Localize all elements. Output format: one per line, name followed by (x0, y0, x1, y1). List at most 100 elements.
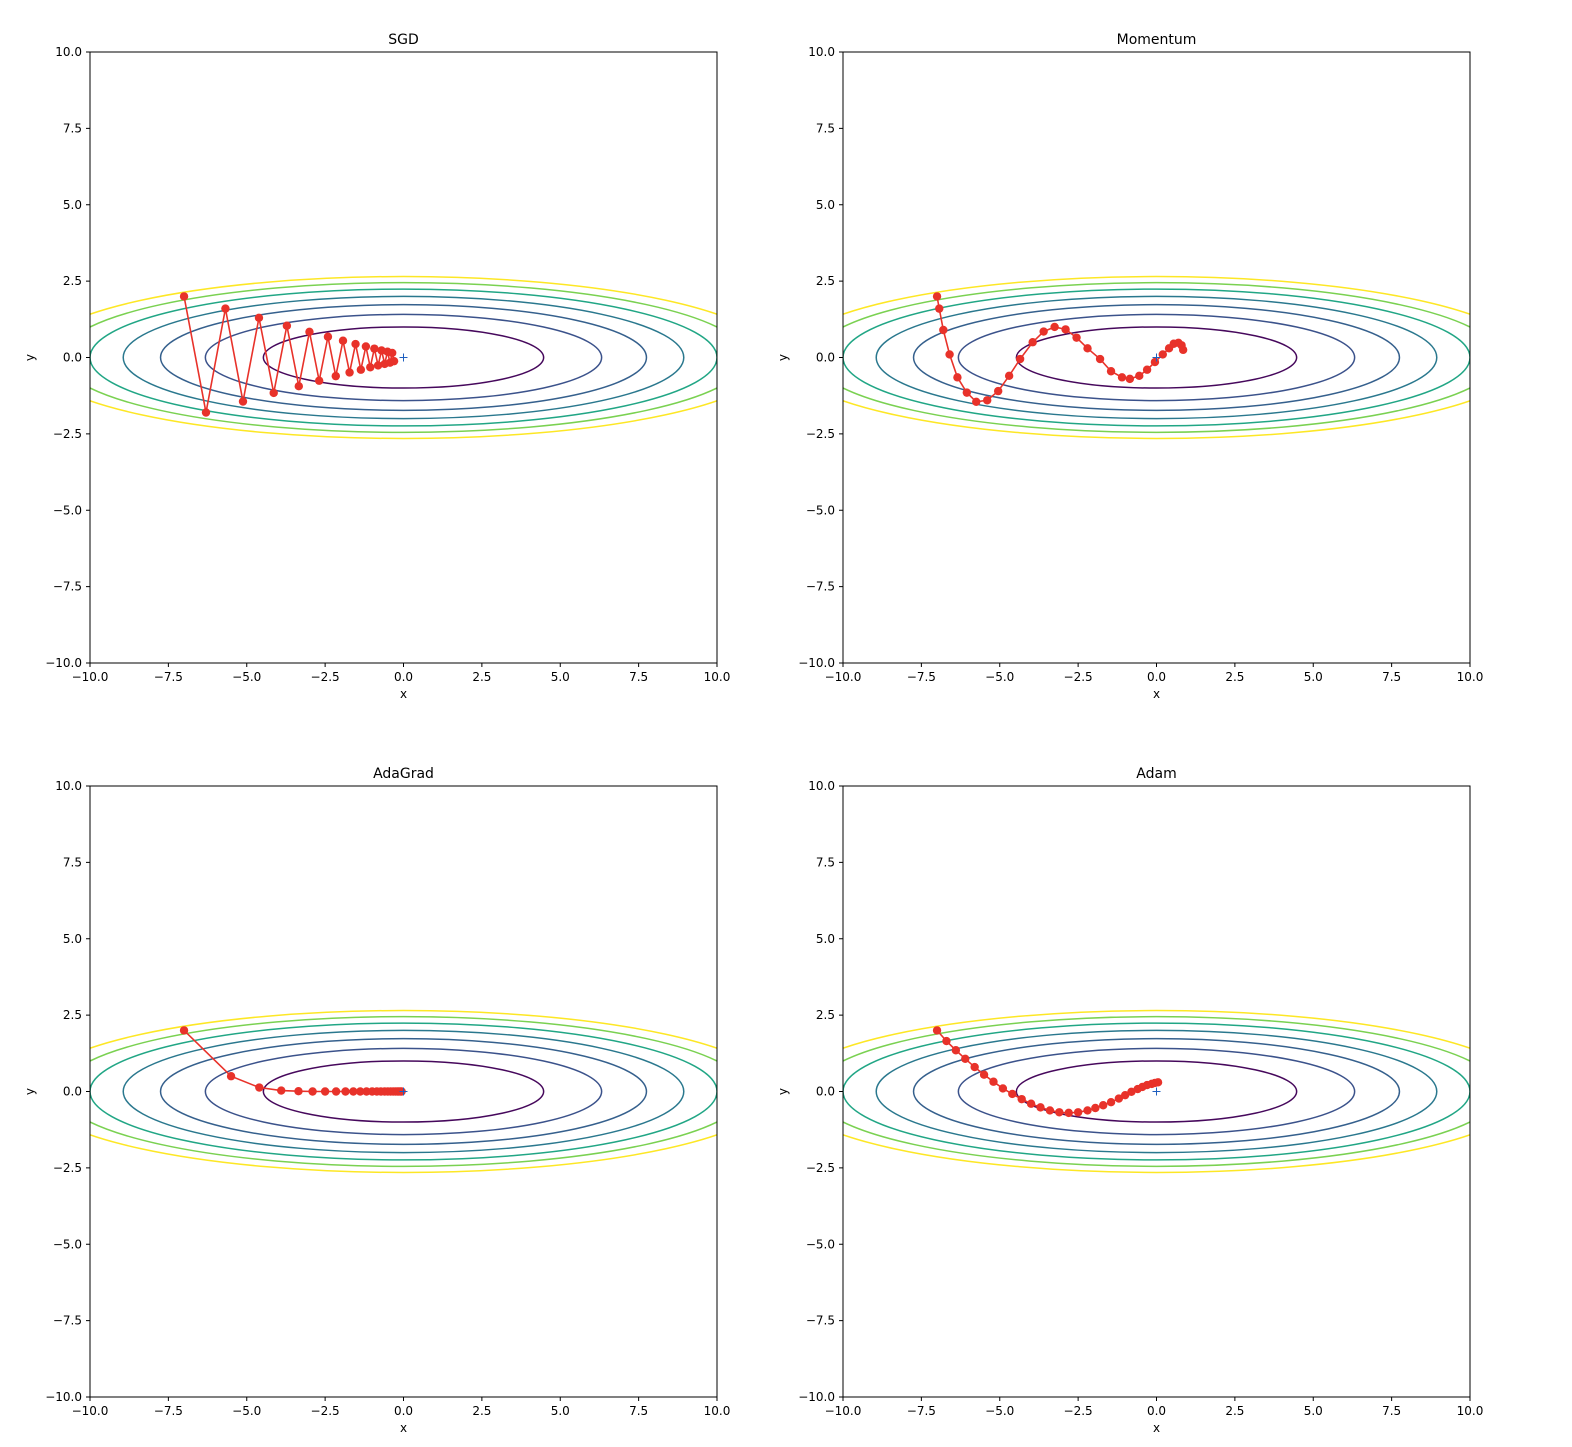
path-point (983, 396, 992, 405)
y-tick-label: 5.0 (63, 932, 82, 946)
x-tick-label: 7.5 (629, 1404, 648, 1418)
path-point (179, 292, 189, 301)
path-point (1099, 1101, 1108, 1110)
path-point (1015, 354, 1025, 364)
y-tick-label: 10.0 (55, 45, 82, 59)
x-tick-label: −2.5 (311, 1404, 340, 1418)
path-point (1004, 371, 1014, 381)
y-tick-label: −2.5 (806, 1161, 835, 1175)
path-point (1083, 1106, 1092, 1115)
path-point (370, 344, 379, 353)
path-point (1117, 373, 1127, 382)
path-point (1055, 1108, 1064, 1117)
path-point (989, 1077, 998, 1086)
path-point (970, 1062, 979, 1072)
y-tick-label: −10.0 (45, 656, 82, 670)
path-point (331, 1087, 341, 1096)
y-tick-label: 2.5 (816, 274, 835, 288)
x-tick-label: 5.0 (1304, 1404, 1323, 1418)
x-tick-label: 0.0 (1147, 670, 1166, 684)
y-tick-label: 5.0 (816, 932, 835, 946)
x-tick-label: 5.0 (551, 670, 570, 684)
x-tick-label: −10.0 (825, 1404, 862, 1418)
contour-level-2 (204, 1047, 603, 1136)
path-point (1028, 338, 1037, 347)
path-point (1153, 1078, 1163, 1087)
contour-level-6 (843, 1015, 1470, 1168)
path-point (1017, 1094, 1026, 1104)
contour-lines (90, 275, 717, 440)
chart-title: AdaGrad (373, 766, 434, 782)
x-tick-label: −5.0 (232, 670, 261, 684)
path-point (1106, 367, 1116, 376)
y-tick-label: 7.5 (816, 855, 835, 869)
contour-lines (90, 1009, 717, 1174)
x-tick-label: 0.0 (394, 1404, 413, 1418)
x-tick-label: −2.5 (1064, 670, 1093, 684)
path-point (1026, 1099, 1036, 1108)
path-line (183, 296, 395, 413)
path-point (254, 313, 264, 322)
x-tick-label: 7.5 (1382, 670, 1401, 684)
path-point (1036, 1103, 1045, 1112)
path-point (349, 1087, 358, 1096)
y-axis-label: y (23, 1088, 37, 1095)
y-tick-label: −2.5 (53, 427, 82, 441)
y-tick-label: −7.5 (806, 580, 835, 594)
path-point (314, 376, 324, 385)
y-tick-label: −7.5 (53, 1314, 82, 1328)
y-tick-label: 2.5 (63, 274, 82, 288)
contour-level-3 (912, 303, 1401, 412)
path-point (345, 368, 354, 377)
path-point (935, 304, 944, 313)
y-tick-label: 7.5 (63, 121, 82, 135)
path-point (939, 325, 948, 335)
path-point (972, 397, 981, 406)
x-tick-label: −7.5 (154, 670, 183, 684)
y-tick-label: 2.5 (63, 1008, 82, 1022)
y-tick-label: −7.5 (806, 1314, 835, 1328)
x-tick-label: 0.0 (394, 670, 413, 684)
y-axis-label: y (23, 354, 37, 361)
x-tick-label: −7.5 (907, 670, 936, 684)
y-tick-label: −10.0 (798, 656, 835, 670)
y-tick-label: −5.0 (53, 1237, 82, 1251)
optimizer-path (179, 292, 399, 417)
x-tick-label: 0.0 (1147, 1404, 1166, 1418)
path-point (308, 1087, 317, 1096)
path-point (1127, 1087, 1136, 1097)
path-point (1072, 333, 1081, 342)
x-tick-label: 5.0 (551, 1404, 570, 1418)
path-point (356, 1087, 365, 1096)
minimum-marker (399, 1087, 408, 1096)
path-point (201, 408, 211, 417)
y-tick-label: −7.5 (53, 580, 82, 594)
y-tick-label: 0.0 (816, 351, 835, 365)
path-point (1064, 1108, 1073, 1118)
path-point (1120, 1090, 1130, 1100)
y-tick-label: 0.0 (63, 1085, 82, 1099)
contour-level-7 (843, 275, 1470, 440)
x-tick-label: −5.0 (985, 1404, 1014, 1418)
contour-level-5 (843, 288, 1470, 427)
path-point (953, 373, 962, 382)
path-point (373, 361, 383, 370)
contour-level-6 (843, 281, 1470, 434)
x-tick-label: 2.5 (472, 1404, 491, 1418)
x-tick-label: 10.0 (1457, 670, 1484, 684)
path-line (936, 296, 1184, 403)
path-point (1073, 1108, 1083, 1117)
path-point (1083, 344, 1092, 353)
contour-level-3 (159, 1037, 648, 1146)
path-point (1114, 1094, 1124, 1103)
minimum-marker (1152, 353, 1161, 362)
path-point (320, 1087, 330, 1096)
path-point (961, 1054, 970, 1064)
chart-title: SGD (388, 32, 419, 48)
x-tick-label: −5.0 (232, 1404, 261, 1418)
y-tick-label: 7.5 (816, 121, 835, 135)
optimizer-path (932, 292, 1188, 406)
y-tick-label: 10.0 (808, 45, 835, 59)
x-tick-label: −2.5 (1064, 1404, 1093, 1418)
path-point (1008, 1089, 1017, 1099)
